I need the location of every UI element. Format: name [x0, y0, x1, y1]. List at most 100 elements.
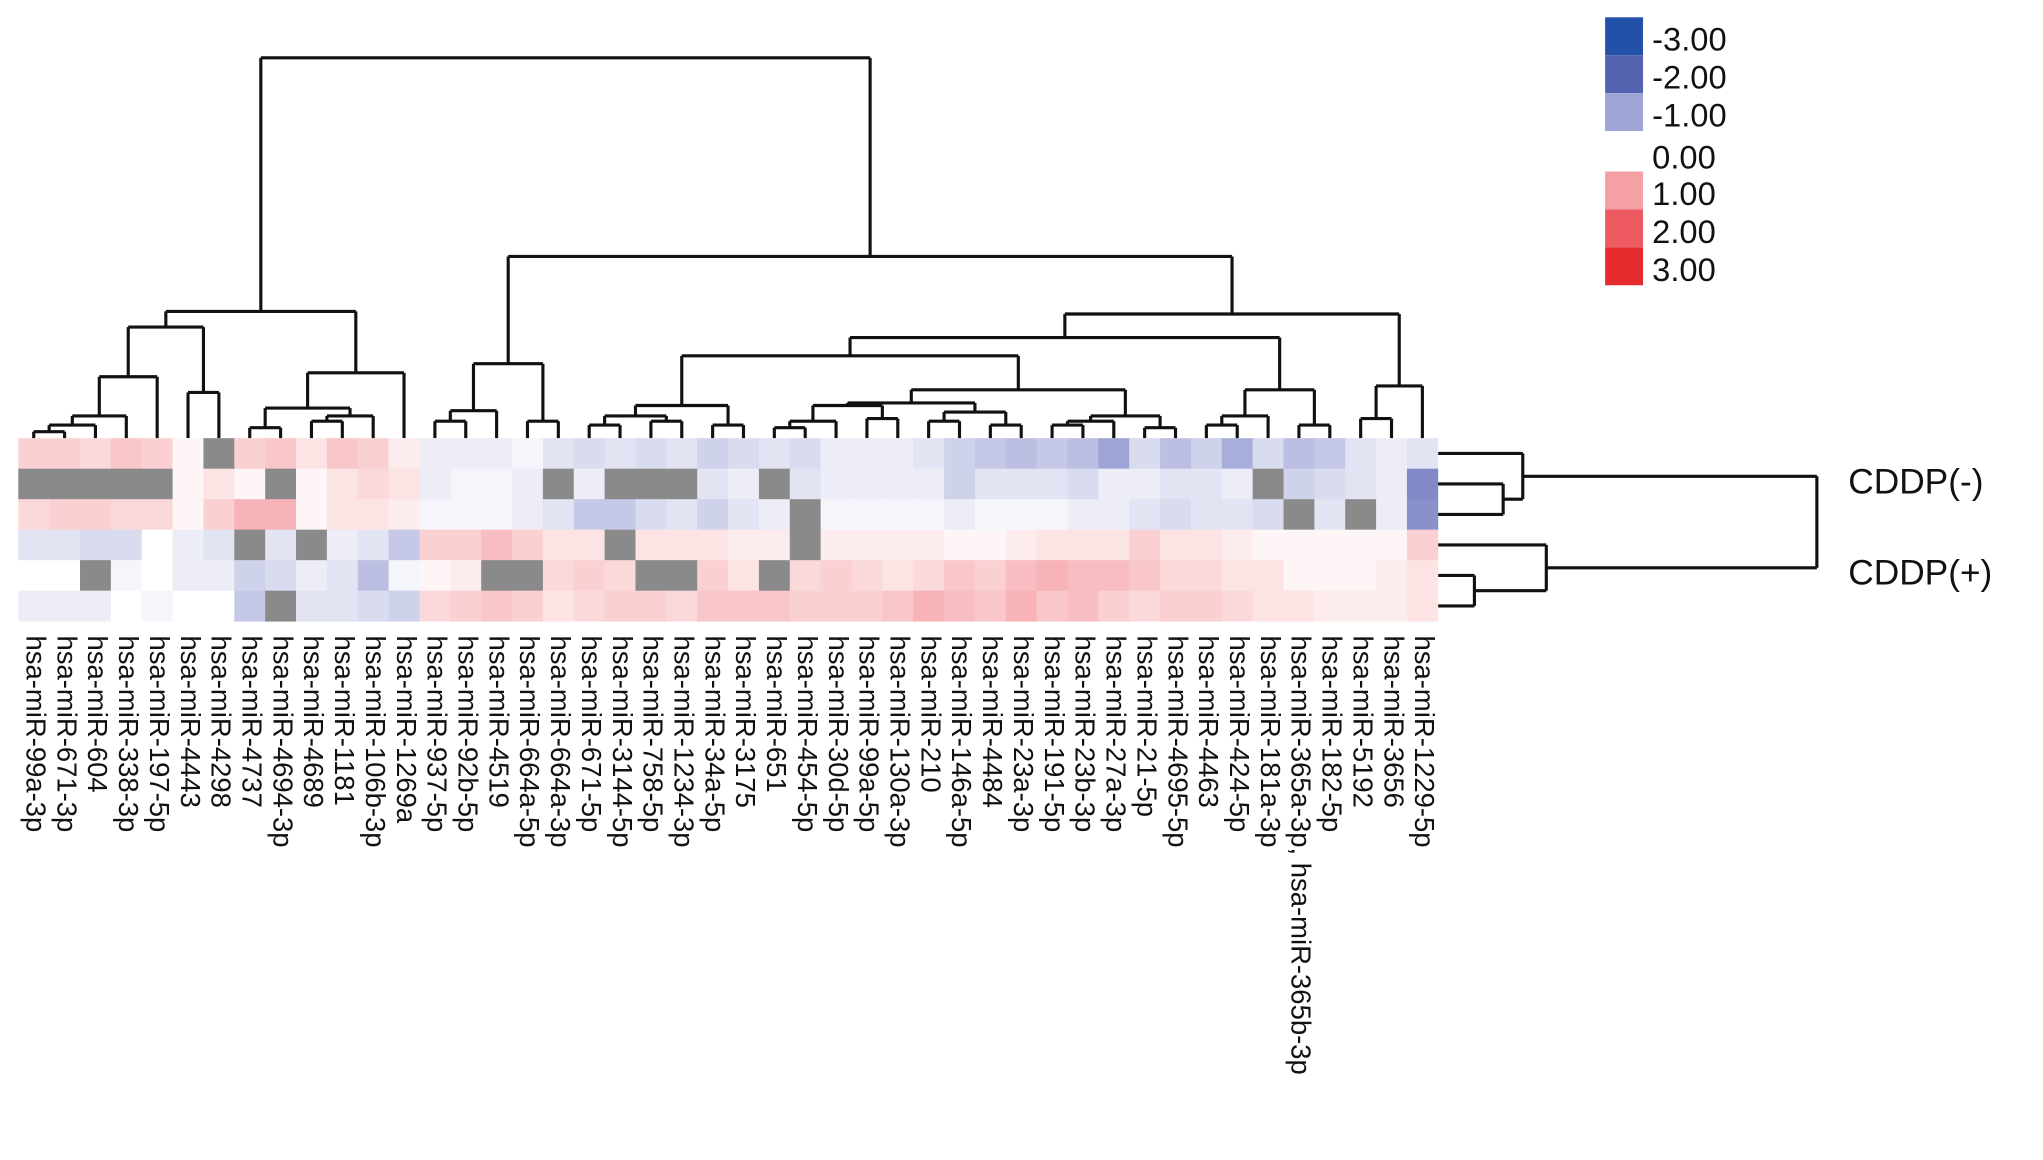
heatmap-cell — [296, 560, 328, 592]
heatmap-cell — [1067, 468, 1099, 500]
column-label: hsa-miR-604 — [82, 636, 113, 793]
heatmap-cell — [666, 438, 698, 470]
heatmap-cell — [450, 560, 482, 592]
heatmap-cell — [234, 438, 266, 470]
column-label: hsa-miR-4443 — [175, 636, 206, 808]
heatmap-cell — [974, 560, 1007, 592]
heatmap-cell — [974, 529, 1007, 561]
column-label: hsa-miR-92b-5p — [453, 636, 484, 833]
heatmap-cell — [141, 560, 173, 592]
heatmap-cell — [542, 438, 575, 470]
heatmap-cell — [820, 529, 852, 561]
heatmap-cell — [1345, 529, 1377, 561]
heatmap-cell — [388, 529, 420, 561]
heatmap-cell — [1005, 560, 1038, 592]
heatmap-cell — [388, 468, 420, 500]
heatmap-cell — [1036, 499, 1068, 531]
heatmap-cell — [1221, 499, 1254, 531]
heatmap-cell — [604, 560, 636, 592]
heatmap-cell — [758, 560, 791, 592]
heatmap-cell — [913, 438, 945, 470]
column-label: hsa-miR-1269a — [391, 636, 422, 824]
heatmap-cell — [419, 468, 451, 500]
heatmap-cell — [882, 529, 914, 561]
heatmap-cell — [1283, 468, 1315, 500]
heatmap-cell — [203, 590, 235, 622]
heatmap-cell — [172, 438, 204, 470]
legend-label: 2.00 — [1652, 213, 1716, 250]
heatmap-cell — [542, 499, 575, 531]
heatmap-cell — [234, 499, 266, 531]
heatmap-cell — [820, 499, 852, 531]
heatmap-cell — [882, 560, 914, 592]
heatmap-cell — [913, 499, 945, 531]
heatmap-cell — [666, 590, 698, 622]
heatmap-cell — [49, 438, 81, 470]
heatmap-cell — [49, 529, 81, 561]
heatmap-cell — [1406, 529, 1439, 561]
heatmap-cell — [1036, 438, 1068, 470]
heatmap-cell — [758, 529, 791, 561]
heatmap-cell — [49, 560, 81, 592]
heatmap-cell — [265, 529, 297, 561]
heatmap-cell — [1190, 529, 1223, 561]
heatmap-cell — [944, 590, 976, 622]
heatmap-cell — [512, 499, 544, 531]
heatmap-cell — [697, 560, 729, 592]
heatmap-cell — [1406, 438, 1439, 470]
heatmap-cell — [1252, 499, 1284, 531]
heatmap-cell — [450, 499, 482, 531]
heatmap-cell — [573, 590, 606, 622]
heatmap-cell — [1221, 560, 1254, 592]
heatmap-cell — [388, 590, 420, 622]
heatmap-cell — [1098, 560, 1130, 592]
legend-label: 1.00 — [1652, 175, 1716, 212]
heatmap-cell — [110, 438, 143, 470]
column-label: hsa-miR-191-5p — [1039, 636, 1070, 833]
heatmap-cell — [419, 438, 451, 470]
heatmap-cell — [882, 468, 914, 500]
heatmap-cell — [851, 468, 883, 500]
heatmap-cell — [481, 468, 513, 500]
heatmap-cell — [296, 590, 328, 622]
heatmap-cell — [1160, 438, 1192, 470]
heatmap-cell — [49, 590, 81, 622]
heatmap-cell — [1314, 499, 1346, 531]
heatmap-cell — [357, 499, 389, 531]
heatmap-cell — [512, 468, 544, 500]
heatmap-cell — [944, 529, 976, 561]
heatmap-cell — [1406, 590, 1439, 622]
heatmap-cell — [450, 590, 482, 622]
heatmap-cell — [1036, 468, 1068, 500]
heatmap-cell — [728, 560, 760, 592]
heatmap-cell — [80, 529, 112, 561]
heatmap-cell — [1376, 438, 1408, 470]
column-label: hsa-miR-34a-5p — [699, 636, 730, 833]
heatmap-cell — [666, 560, 698, 592]
heatmap-cell — [820, 468, 852, 500]
heatmap-cell — [481, 529, 513, 561]
heatmap-cell — [697, 590, 729, 622]
legend-swatch — [1605, 209, 1644, 248]
legend-label: -1.00 — [1652, 97, 1726, 134]
heatmap-cell — [1314, 529, 1346, 561]
heatmap-cell — [758, 468, 791, 500]
heatmap-cell — [1252, 438, 1284, 470]
heatmap-cell — [728, 529, 760, 561]
heatmap-cell — [1252, 560, 1284, 592]
heatmap-cell — [1129, 499, 1161, 531]
heatmap-cell — [326, 529, 359, 561]
heatmap-cell — [419, 529, 451, 561]
heatmap-cell — [944, 438, 976, 470]
heatmap-cell — [542, 560, 575, 592]
column-label: hsa-miR-99a-3p — [20, 636, 51, 833]
heatmap-cell — [1406, 468, 1439, 500]
heatmap-cell — [820, 560, 852, 592]
column-label: hsa-miR-4689 — [298, 636, 329, 808]
column-label: hsa-miR-4737 — [236, 636, 267, 808]
heatmap-cell — [944, 560, 976, 592]
column-label: hsa-miR-3175 — [730, 636, 761, 808]
row-group-label: CDDP(+) — [1848, 554, 1992, 593]
heatmap-cell — [789, 590, 822, 622]
